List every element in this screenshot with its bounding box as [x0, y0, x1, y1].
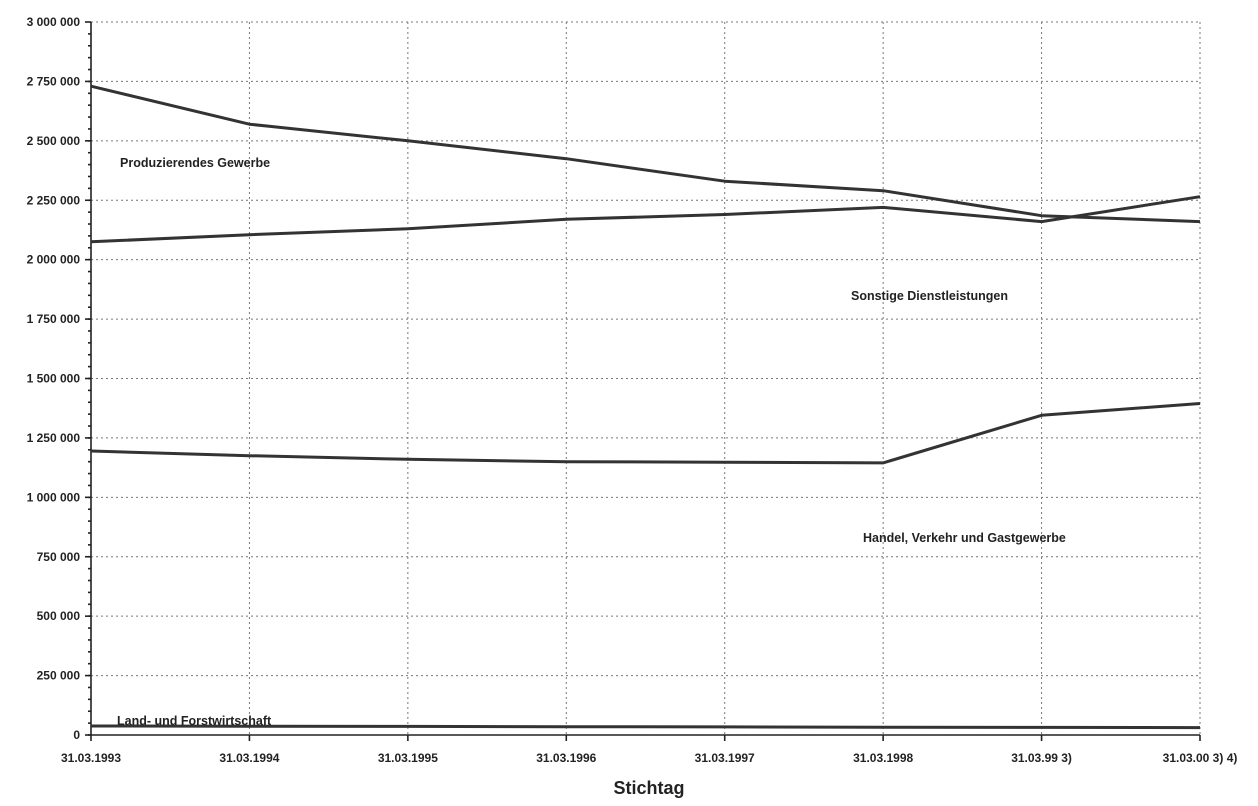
y-tick-label: 1 500 000 — [27, 372, 81, 386]
y-tick-label: 2 750 000 — [27, 74, 81, 88]
y-tick-label: 3 000 000 — [27, 15, 81, 29]
series-line-0 — [90, 84, 1201, 224]
series-line-2 — [90, 402, 1201, 465]
series-labels: Produzierendes Gewerbe Sonstige Dienstlei… — [117, 156, 1066, 728]
series-label-0: Produzierendes Gewerbe — [120, 156, 270, 170]
series-label-2: Handel, Verkehr und Gastgewerbe — [863, 531, 1066, 545]
axes — [85, 21, 1201, 741]
y-tick-label: 1 000 000 — [27, 490, 81, 504]
x-tick-label: 31.03.1997 — [695, 751, 755, 765]
y-tick-label: 1 750 000 — [27, 312, 81, 326]
y-tick-label: 750 000 — [37, 550, 81, 564]
series-line-3 — [90, 724, 1201, 730]
x-tick-label: 31.03.1998 — [853, 751, 913, 765]
x-tick-label: 31.03.1993 — [61, 751, 121, 765]
x-tick-label: 31.03.1995 — [378, 751, 438, 765]
series-line-1 — [90, 195, 1201, 244]
y-tick-label: 1 250 000 — [27, 431, 81, 445]
gridlines — [91, 21, 1201, 735]
x-tick-label: 31.03.99 3) — [1011, 751, 1072, 765]
series-lines — [90, 84, 1201, 730]
y-tick-label: 2 250 000 — [27, 193, 81, 207]
y-tick-labels: 0 250 000 500 000 750 000 1 000 000 1 250 000… — [27, 15, 81, 742]
y-tick-label: 2 000 000 — [27, 253, 81, 267]
y-tick-label: 0 — [73, 728, 80, 742]
x-tick-labels: 31.03.1993 31.03.1994 31.03.1995 31.03.1996… — [61, 751, 1237, 765]
y-tick-label: 500 000 — [37, 609, 81, 623]
y-tick-label: 2 500 000 — [27, 134, 81, 148]
x-tick-label: 31.03.1996 — [536, 751, 596, 765]
series-label-3: Land- und Forstwirtschaft — [117, 714, 272, 728]
y-tick-label: 250 000 — [37, 669, 81, 683]
x-axis-title: Stichtag — [613, 778, 684, 798]
x-tick-label: 31.03.1994 — [219, 751, 279, 765]
x-tick-label: 31.03.00 3) 4) — [1163, 751, 1238, 765]
series-label-1: Sonstige Dienstleistungen — [851, 289, 1008, 303]
